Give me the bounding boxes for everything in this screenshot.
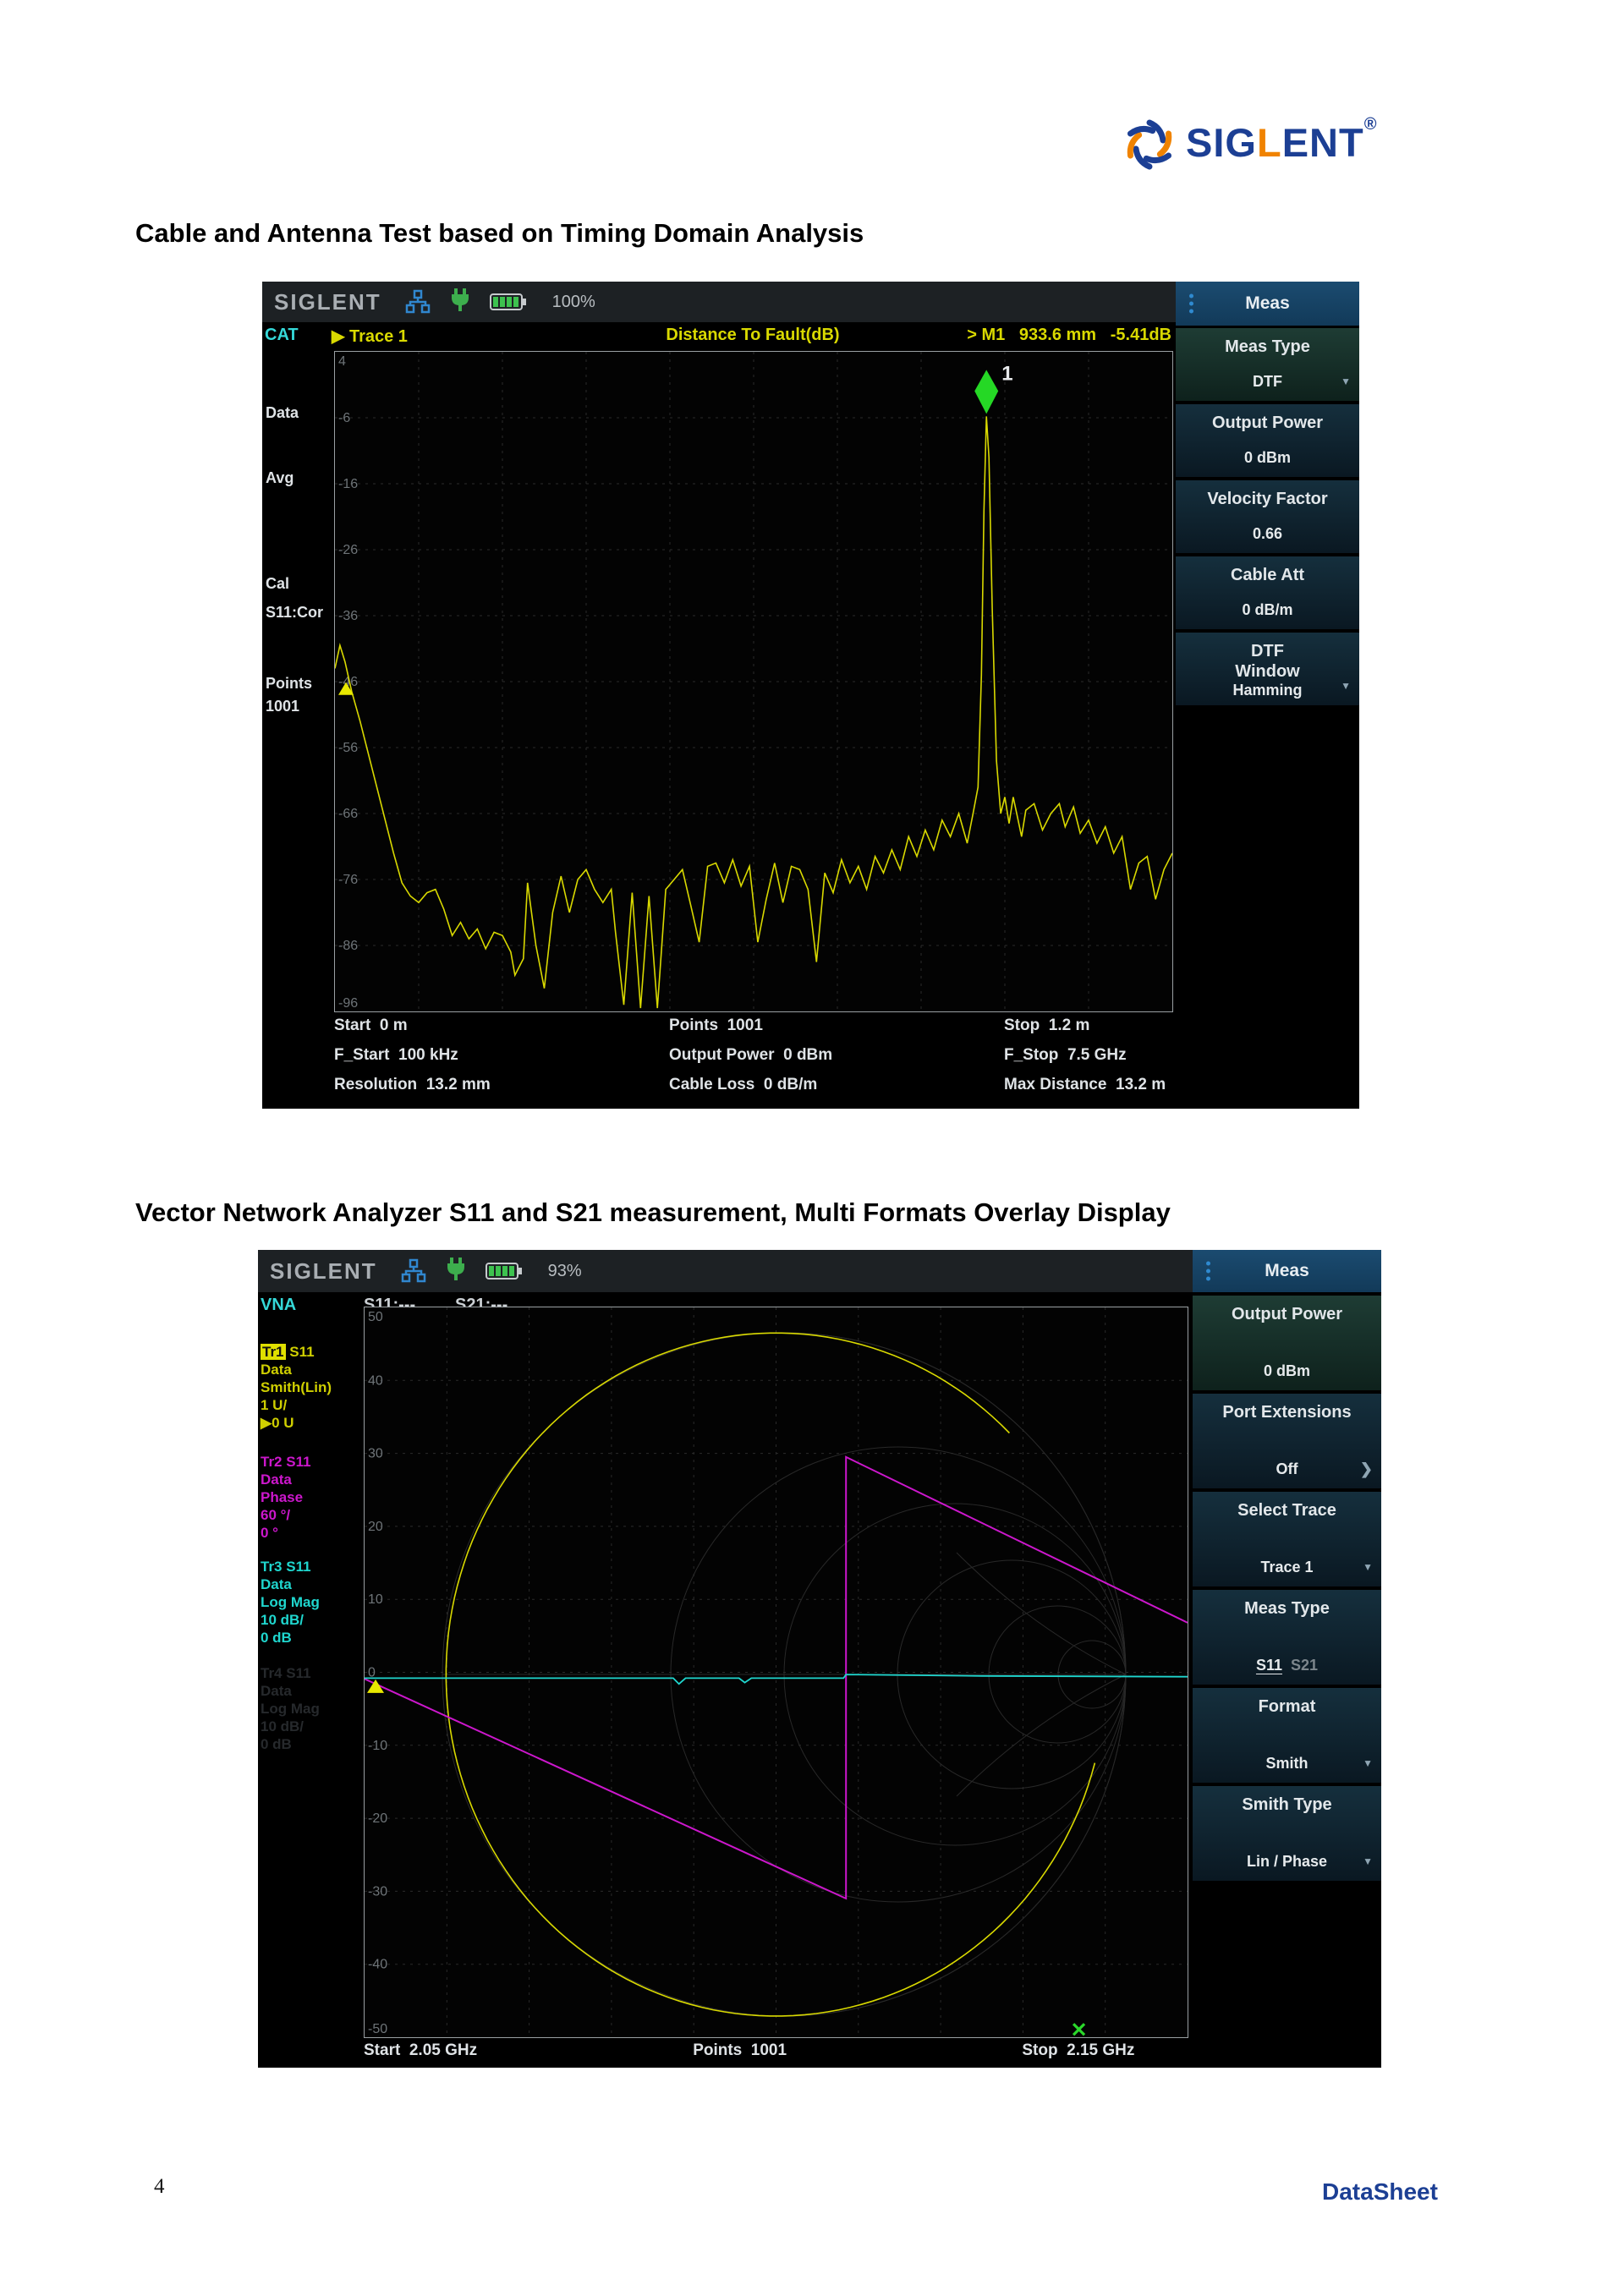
mode-badge: VNA	[261, 1296, 296, 1315]
sidebar-points-label: Points	[266, 675, 312, 693]
menu-item-dtf-window[interactable]: DTF Window Hamming ▼	[1176, 633, 1359, 705]
svg-text:-30: -30	[368, 1884, 387, 1899]
info-row-3: Resolution 13.2 mmCable Loss 0 dB/mMax D…	[334, 1076, 1171, 1094]
screen1-topbar: SIGLENT	[262, 282, 1176, 322]
menu-dots-icon	[1189, 294, 1193, 314]
svg-text:-20: -20	[368, 1811, 387, 1826]
menu-item-output-power[interactable]: Output Power 0 dBm	[1176, 404, 1359, 477]
battery-icon	[490, 293, 527, 311]
svg-text:30: 30	[368, 1447, 383, 1461]
menu-item-cable-att[interactable]: Cable Att 0 dB/m	[1176, 556, 1359, 629]
battery-percent: 100%	[552, 293, 595, 312]
svg-text:1: 1	[1001, 362, 1012, 385]
info-row-1: Start 0 mPoints 1001Stop 1.2 m	[334, 1016, 1171, 1035]
vna-screen: SIGLENT	[258, 1250, 1381, 2068]
menu-item-output-power[interactable]: Output Power 0 dBm	[1193, 1296, 1381, 1390]
battery-icon	[486, 1262, 523, 1280]
page-number: 4	[154, 2175, 165, 2199]
registered-mark: ®	[1364, 112, 1377, 137]
section2-heading: Vector Network Analyzer S11 and S21 meas…	[135, 1197, 1171, 1228]
menu-header-meas[interactable]: Meas	[1193, 1250, 1381, 1292]
trace-arrow-icon: ▶	[332, 327, 344, 346]
info-row-2: F_Start 100 kHzOutput Power 0 dBmF_Stop …	[334, 1046, 1171, 1065]
svg-text:-56: -56	[338, 741, 358, 755]
trace2-block[interactable]: Tr2 S11 Data Phase 60 °/ 0 °	[261, 1453, 362, 1542]
dropdown-icon: ▼	[1341, 375, 1351, 387]
trace1-block[interactable]: Tr1 S11 Data Smith(Lin) 1 U/ ▶0 U	[261, 1343, 362, 1432]
menu-item-meas-type[interactable]: Meas Type S11 S21	[1193, 1590, 1381, 1685]
power-plug-icon	[445, 1258, 467, 1285]
datasheet-page: SIGLENT ® Cable and Antenna Test based o…	[0, 0, 1624, 2296]
siglent-pinwheel-icon	[1118, 112, 1181, 182]
dropdown-icon: ▼	[1341, 680, 1351, 692]
menu-header-meas[interactable]: Meas	[1176, 282, 1359, 326]
sidebar-points-value: 1001	[266, 698, 299, 715]
sidebar-s11cor-label: S11:Cor	[266, 604, 323, 622]
svg-text:✕: ✕	[1071, 2019, 1088, 2037]
screen1-softmenu: Meas Meas Type DTF ▼ Output Power 0 dBm …	[1176, 282, 1359, 1109]
sidebar-data-label: Data	[266, 404, 299, 422]
mode-badge: CAT	[265, 326, 299, 345]
svg-text:-86: -86	[338, 939, 358, 953]
svg-text:-66: -66	[338, 807, 358, 821]
footer-brand: DataSheet	[1322, 2178, 1438, 2206]
menu-item-smith-type[interactable]: Smith Type Lin / Phase ▼	[1193, 1786, 1381, 1881]
measurement-title: Distance To Fault(dB)	[601, 326, 905, 345]
svg-text:-40: -40	[368, 1958, 387, 1972]
menu-item-meas-type[interactable]: Meas Type DTF ▼	[1176, 328, 1359, 401]
svg-text:4: 4	[338, 354, 346, 369]
battery-percent: 93%	[548, 1262, 582, 1281]
menu-item-format[interactable]: Format Smith ▼	[1193, 1688, 1381, 1783]
s21-option[interactable]: S21	[1291, 1657, 1318, 1674]
dropdown-icon: ▼	[1363, 1561, 1373, 1573]
sidebar-avg-label: Avg	[266, 469, 294, 487]
lan-icon	[401, 1258, 426, 1284]
svg-text:-96: -96	[338, 996, 358, 1011]
svg-text:-76: -76	[338, 873, 358, 887]
screen2-softmenu: Meas Output Power 0 dBm Port Extensions …	[1193, 1250, 1381, 2068]
menu-item-select-trace[interactable]: Select Trace Trace 1 ▼	[1193, 1492, 1381, 1586]
marker-readout: > M1 933.6 mm -5.41dB	[867, 326, 1171, 345]
menu-dots-icon	[1206, 1262, 1210, 1281]
trace4-block[interactable]: Tr4 S11 Data Log Mag 10 dB/ 0 dB	[261, 1664, 362, 1753]
sidebar-cal-label: Cal	[266, 575, 289, 593]
svg-text:-10: -10	[368, 1739, 387, 1753]
dropdown-icon: ▼	[1363, 1757, 1373, 1769]
siglent-logo: SIGLENT ®	[1118, 112, 1376, 182]
trace3-block[interactable]: Tr3 S11 Data Log Mag 10 dB/ 0 dB	[261, 1558, 362, 1647]
svg-text:-36: -36	[338, 609, 358, 623]
dropdown-icon: ▼	[1363, 1855, 1373, 1867]
dtf-plot[interactable]: 4-6-16-26-36-46-56-66-76-86-961	[334, 351, 1173, 1012]
trace-selector[interactable]: ▶ Trace 1	[332, 326, 408, 347]
menu-item-port-extensions[interactable]: Port Extensions Off ❯	[1193, 1394, 1381, 1488]
svg-text:20: 20	[368, 1520, 383, 1534]
menu-item-velocity-factor[interactable]: Velocity Factor 0.66	[1176, 480, 1359, 553]
screen1-brand: SIGLENT	[274, 289, 381, 315]
svg-text:-50: -50	[368, 2022, 387, 2036]
lan-icon	[405, 289, 431, 315]
section1-heading: Cable and Antenna Test based on Timing D…	[135, 218, 864, 249]
svg-text:50: 50	[368, 1310, 383, 1324]
cat-dtf-screen: SIGLENT	[262, 282, 1359, 1109]
screen2-topbar: SIGLENT	[258, 1250, 1193, 1292]
svg-text:-26: -26	[338, 543, 358, 557]
power-plug-icon	[449, 288, 471, 315]
chevron-right-icon: ❯	[1360, 1460, 1373, 1478]
info-row: Start 2.05 GHzPoints 1001Stop 2.15 GHz	[364, 2041, 1187, 2060]
svg-text:10: 10	[368, 1592, 383, 1607]
svg-text:-6: -6	[338, 411, 350, 425]
svg-text:40: 40	[368, 1373, 383, 1388]
screen2-brand: SIGLENT	[270, 1258, 377, 1285]
svg-text:-16: -16	[338, 477, 358, 491]
s11-option[interactable]: S11	[1256, 1657, 1282, 1674]
logo-wordmark: SIGLENT	[1186, 112, 1364, 174]
smith-plot[interactable]: 50403020100-10-20-30-40-50✕	[364, 1307, 1188, 2038]
